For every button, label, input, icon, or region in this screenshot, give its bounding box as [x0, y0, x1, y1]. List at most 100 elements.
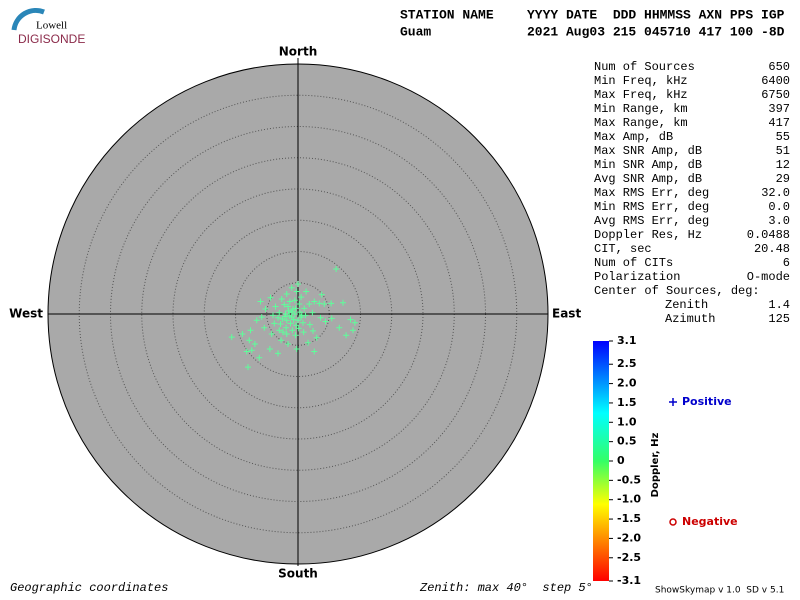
stat-label: Max Amp, dB [594, 130, 673, 144]
stat-label: Min Freq, kHz [594, 74, 688, 88]
source-point [296, 309, 303, 316]
source-point [293, 322, 300, 329]
stat-value: 3.0 [768, 214, 790, 228]
negative-label: Negative [682, 515, 738, 528]
colorbar-tick-label: 0.5 [617, 435, 637, 448]
colorbar-tick-label: 1.0 [617, 415, 637, 428]
source-point [262, 306, 269, 312]
stat-label: Min Range, km [594, 102, 688, 116]
source-point [295, 325, 302, 332]
colorbar-tick-label: 2.0 [617, 377, 637, 390]
stat-label: Doppler Res, Hz [594, 228, 702, 242]
colorbar-tick-label: 2.5 [617, 357, 637, 370]
positive-label: Positive [682, 395, 732, 408]
center-title: Center of Sources, deg: [594, 284, 760, 298]
source-point [292, 305, 299, 312]
colorbar-tick-label: -1.5 [617, 512, 641, 525]
source-point [343, 332, 350, 339]
source-point [285, 341, 291, 347]
source-point [268, 331, 275, 337]
stat-value: 397 [768, 102, 790, 116]
source-point [281, 301, 288, 308]
source-point [251, 341, 258, 347]
logo-swoosh [11, 7, 45, 31]
stat-label: Avg SNR Amp, dB [594, 172, 702, 186]
source-point [247, 327, 254, 334]
source-point [351, 319, 358, 326]
source-point [309, 309, 316, 316]
center-label: Zenith [665, 298, 708, 312]
stat-label: Avg RMS Err, deg [594, 214, 709, 228]
colorbar-tick-label: 0 [617, 454, 625, 467]
direction-east: East [552, 307, 581, 321]
stat-value: O-mode [747, 270, 790, 284]
source-point [275, 314, 281, 321]
source-point [228, 334, 235, 341]
direction-north: North [279, 45, 317, 59]
source-point [311, 298, 318, 305]
center-value: 1.4 [768, 298, 790, 312]
source-point [283, 331, 290, 337]
source-point [243, 348, 250, 355]
colorbar-tick-label: -2.0 [617, 531, 641, 544]
stat-value: 650 [768, 60, 790, 74]
source-point [283, 324, 290, 331]
direction-south: South [278, 567, 318, 581]
source-point [267, 294, 274, 301]
stat-value: 417 [768, 116, 790, 130]
source-point [328, 300, 335, 307]
stat-label: Polarization [594, 270, 680, 284]
source-point [258, 314, 265, 321]
source-point [272, 303, 279, 310]
source-point [296, 301, 303, 307]
source-point [300, 319, 306, 326]
source-point [306, 301, 313, 307]
negative-symbol [669, 518, 677, 526]
stat-value: 32.0 [761, 186, 790, 200]
source-point [316, 300, 323, 307]
source-point [347, 316, 354, 323]
source-point [276, 327, 283, 334]
footer-version: ShowSkymap v 1.0 SD v 5.1 [655, 586, 784, 596]
source-point [295, 281, 301, 287]
footer-coords: Geographic coordinates [10, 581, 168, 595]
logo-top: Lowell [36, 20, 67, 32]
stat-value: 55 [776, 130, 790, 144]
source-point [311, 348, 318, 355]
stat-value: 6 [783, 256, 790, 270]
center-value: 125 [768, 312, 790, 326]
stat-label: Num of CITs [594, 256, 673, 270]
footer-zenith: Zenith: max 40° step 5° [419, 581, 593, 595]
source-point [295, 317, 301, 324]
source-point [256, 354, 263, 361]
source-point [303, 288, 310, 295]
source-point [275, 350, 281, 357]
source-point [305, 339, 311, 346]
colorbar-tick-label: -0.5 [617, 473, 641, 486]
source-point [306, 321, 313, 328]
colorbar-tick-label: -3.1 [617, 574, 641, 587]
source-point [340, 299, 346, 306]
source-point [317, 314, 324, 321]
source-point [300, 329, 307, 336]
source-point [313, 334, 320, 341]
source-point [289, 327, 296, 334]
source-point [277, 321, 284, 327]
direction-west: West [9, 307, 43, 321]
source-point [287, 320, 294, 327]
skymap: North South West East [9, 45, 581, 581]
stat-label: Max RMS Err, deg [594, 186, 709, 200]
stat-label: Num of Sources [594, 60, 695, 74]
source-point [285, 307, 292, 314]
source-point [328, 315, 335, 322]
source-point [318, 291, 325, 298]
source-point [261, 324, 268, 331]
source-point [285, 303, 291, 310]
source-point [270, 312, 276, 319]
source-point [283, 291, 290, 297]
source-point [278, 337, 285, 344]
source-point [292, 332, 299, 339]
source-point [321, 301, 328, 307]
source-point [257, 298, 264, 305]
source-point [291, 311, 298, 317]
